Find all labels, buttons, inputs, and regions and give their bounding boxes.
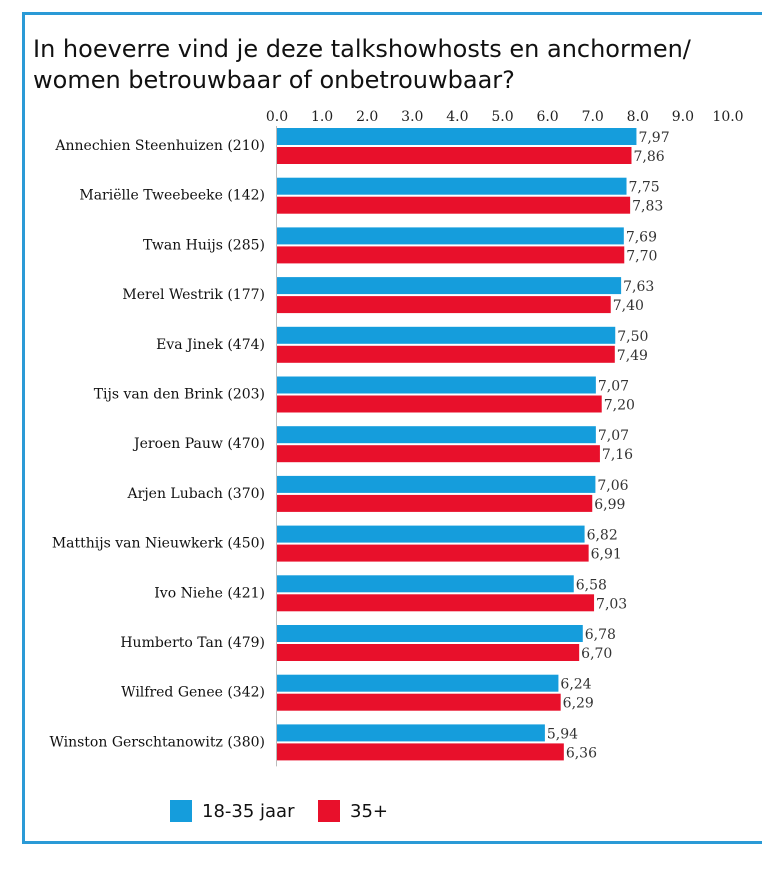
value-label-35-plus: 6,36 [566,745,597,761]
bar-35-plus [277,644,580,661]
bar-18-35 [277,128,637,145]
category-label: Jeroen Pauw (470) [132,436,265,452]
value-label-35-plus: 7,49 [617,348,648,364]
bar-35-plus [277,296,611,314]
bar-35-plus [277,445,600,463]
category-label: Annechien Steenhuizen (210) [54,138,265,154]
x-tick-label: 4.0 [446,109,468,125]
category-label: Twan Huijs (285) [143,237,265,253]
category-label: Wilfred Genee (342) [121,685,265,701]
value-label-35-plus: 6,91 [591,547,622,563]
bar-18-35 [277,177,627,195]
chart-title: In hoeverre vind je deze talkshowhosts e… [33,35,691,94]
bar-18-35 [277,724,545,742]
bar-18-35 [277,426,596,444]
legend-swatch-18-35 [170,800,192,822]
x-tick-label: 2.0 [356,109,378,125]
value-label-18-35: 7,63 [623,279,654,295]
value-label-18-35: 7,07 [598,379,629,395]
value-label-18-35: 6,82 [587,528,618,544]
legend-label-18-35: 18-35 jaar [202,800,295,822]
bar-18-35 [277,277,622,295]
x-tick-label: 6.0 [536,109,558,125]
value-label-35-plus: 7,40 [613,298,644,314]
category-label: Arjen Lubach (370) [127,486,265,502]
category-label: Eva Jinek (474) [156,337,265,353]
bar-35-plus [277,246,625,264]
value-label-18-35: 5,94 [547,726,578,742]
value-label-35-plus: 7,86 [633,149,664,165]
bar-18-35 [277,376,596,394]
bar-35-plus [277,494,593,512]
x-tick-label: 8.0 [627,109,649,125]
value-label-35-plus: 6,29 [563,696,594,712]
legend-swatch-35-plus [318,800,340,822]
value-label-35-plus: 6,70 [581,646,612,662]
x-tick-label: 5.0 [491,109,513,125]
category-label: Humberto Tan (479) [120,635,265,651]
value-label-18-35: 7,06 [597,478,628,494]
x-tick-label: 10.0 [712,109,743,125]
x-tick-label: 9.0 [672,109,694,125]
value-label-18-35: 7,75 [629,180,660,196]
value-label-35-plus: 7,16 [602,447,633,463]
value-label-18-35: 7,50 [617,329,648,345]
category-label: Mariëlle Tweebeeke (142) [79,188,265,204]
bar-18-35 [277,674,559,692]
value-label-35-plus: 7,03 [596,596,627,612]
value-label-35-plus: 7,70 [626,248,657,264]
category-label: Winston Gerschtanowitz (380) [49,734,265,750]
legend-item-35-plus: 35+ [318,800,388,822]
category-label: Merel Westrik (177) [122,287,265,303]
legend-label-35-plus: 35+ [350,800,388,822]
bar-35-plus [277,196,631,214]
legend-item-18-35: 18-35 jaar [170,800,295,822]
x-tick-label: 0.0 [266,109,288,125]
value-label-35-plus: 7,83 [632,199,663,215]
bar-18-35 [277,475,596,493]
category-label: Ivo Niehe (421) [154,585,265,601]
value-label-35-plus: 6,99 [594,497,625,513]
value-label-18-35: 7,69 [626,229,657,245]
bar-18-35 [277,227,624,245]
value-label-18-35: 7,97 [638,130,669,146]
category-label: Matthijs van Nieuwkerk (450) [52,536,265,552]
x-tick-label: 7.0 [582,109,604,125]
value-label-18-35: 7,07 [598,428,629,444]
bar-35-plus [277,594,595,612]
value-label-18-35: 6,78 [585,627,616,643]
chart-frame [22,12,762,844]
value-label-18-35: 6,24 [560,677,591,693]
category-label: Tijs van den Brink (203) [94,387,265,403]
bar-18-35 [277,625,583,642]
bar-35-plus [277,544,589,562]
bar-35-plus [277,693,561,711]
value-label-35-plus: 7,20 [604,398,635,414]
value-label-18-35: 6,58 [576,577,607,593]
bar-18-35 [277,326,616,344]
bar-35-plus [277,743,564,761]
x-tick-label: 3.0 [401,109,423,125]
bar-35-plus [277,345,615,363]
bar-18-35 [277,525,585,543]
x-tick-label: 1.0 [311,109,333,125]
bar-35-plus [277,147,632,164]
bar-18-35 [277,575,574,593]
bar-35-plus [277,395,602,413]
